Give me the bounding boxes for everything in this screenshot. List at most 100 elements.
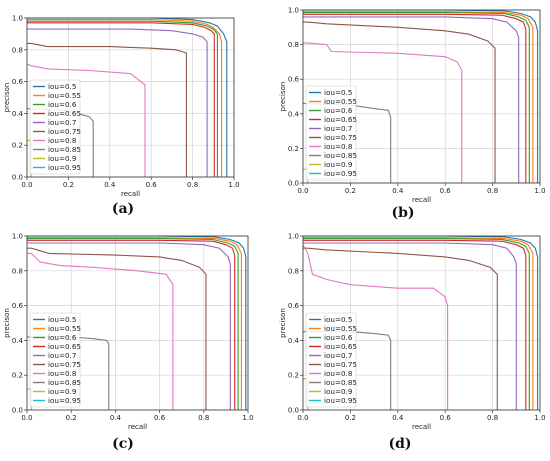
legend-entry: iou=0.8: [48, 369, 77, 378]
y-tick-label: 1.0: [12, 233, 23, 241]
y-tick-label: 0.6: [12, 78, 24, 86]
series-line-iou-0-75: [303, 247, 498, 410]
legend-entry: iou=0.75: [324, 360, 357, 369]
series-line-iou-0-7: [27, 28, 208, 177]
series-line-iou-0-75: [27, 42, 187, 177]
x-tick-label: 0.0: [297, 187, 308, 195]
legend-entry: iou=0.95: [48, 163, 81, 172]
x-tick-label: 0.6: [154, 414, 166, 422]
legend-entry: iou=0.95: [324, 396, 357, 405]
y-axis-label: precison: [3, 83, 11, 113]
panel-a: 0.0 0.2 0.4 0.6 0.8 1.0 0.0 0.2 0.4 0.6 0.8 1.0 reca…: [3, 15, 240, 218]
y-tick-label: 0.0: [12, 174, 23, 182]
series-line-iou-0-7: [303, 242, 517, 410]
legend-entry: iou=0.6: [324, 106, 353, 115]
legend-entry: iou=0.5: [48, 315, 76, 324]
y-axis-label: precison: [3, 308, 11, 338]
legend-entry: iou=0.95: [324, 169, 357, 178]
panel-caption: (d): [388, 436, 411, 452]
series-line-iou-0-75: [303, 21, 496, 183]
legend-entry: iou=0.65: [324, 115, 357, 124]
x-tick-label: 0.4: [392, 187, 404, 195]
y-tick-label: 0.4: [12, 110, 24, 118]
y-tick-label: 0.8: [288, 267, 299, 275]
x-axis-label: recall: [412, 423, 431, 431]
legend-entry: iou=0.6: [48, 333, 77, 342]
y-tick-label: 0.0: [12, 407, 23, 415]
y-tick-label: 1.0: [288, 7, 299, 15]
y-tick-label: 0.4: [288, 337, 300, 345]
legend-entry: iou=0.85: [48, 145, 81, 154]
x-tick-label: 0.0: [21, 181, 32, 189]
series-line-iou-0-7: [303, 16, 520, 183]
panel-b: 0.0 0.2 0.4 0.6 0.8 1.0 0.0 0.2 0.4 0.6 0.8 1.0 reca…: [279, 7, 546, 222]
panel-c: 0.0 0.2 0.4 0.6 0.8 1.0 0.0 0.2 0.4 0.6 0.8 1.0 reca…: [3, 233, 254, 453]
y-tick-label: 0.0: [288, 407, 299, 415]
x-tick-label: 0.2: [63, 181, 74, 189]
series-line-iou-0-55: [27, 19, 223, 177]
legend-entry: iou=0.55: [48, 91, 81, 100]
legend-entry: iou=0.5: [324, 88, 352, 97]
y-tick-label: 1.0: [288, 233, 299, 241]
legend-entry: iou=0.7: [324, 351, 352, 360]
y-axis-label: precison: [279, 82, 287, 112]
y-tick-label: 0.8: [288, 41, 299, 49]
legend-entry: iou=0.65: [324, 342, 357, 351]
y-tick-label: 0.8: [12, 267, 23, 275]
legend-entry: iou=0.55: [324, 97, 357, 106]
panel-d: 0.0 0.2 0.4 0.6 0.8 1.0 0.0 0.2 0.4 0.6 0.8 1.0 reca…: [279, 233, 546, 453]
legend-entry: iou=0.7: [48, 118, 76, 127]
legend-entry: iou=0.85: [324, 378, 357, 387]
legend-entry: iou=0.8: [48, 136, 77, 145]
series-line-iou-0-6: [303, 12, 530, 183]
y-tick-label: 0.6: [288, 302, 300, 310]
legend-entry: iou=0.9: [324, 387, 353, 396]
y-tick-label: 0.2: [288, 145, 299, 153]
y-tick-label: 0.2: [288, 372, 299, 380]
x-axis-label: recall: [412, 196, 431, 204]
legend-entry: iou=0.95: [48, 396, 81, 405]
x-tick-label: 0.8: [187, 181, 198, 189]
y-tick-label: 0.2: [12, 142, 23, 150]
legend-entry: iou=0.85: [324, 151, 357, 160]
legend-entry: iou=0.65: [48, 109, 81, 118]
y-tick-label: 0.4: [12, 337, 24, 345]
x-tick-label: 0.2: [345, 414, 356, 422]
series-line-iou-0-8: [303, 42, 463, 183]
series-line-iou-0-55: [303, 237, 534, 410]
x-tick-label: 0.8: [198, 414, 209, 422]
x-tick-label: 0.4: [104, 181, 116, 189]
panel-caption: (c): [112, 436, 134, 452]
legend-entry: iou=0.55: [324, 324, 357, 333]
plot-frame: [302, 235, 541, 411]
series-line-iou-0-8: [27, 252, 174, 410]
plot-frame: [26, 17, 235, 178]
plot-frame: [302, 9, 541, 184]
legend-entry: iou=0.9: [48, 154, 77, 163]
y-tick-label: 0.6: [12, 302, 24, 310]
x-axis-label: recall: [121, 190, 140, 198]
x-tick-label: 0.6: [146, 181, 158, 189]
x-tick-label: 0.4: [110, 414, 122, 422]
series-line-iou-0-6: [303, 238, 530, 410]
legend-entry: iou=0.5: [48, 82, 76, 91]
legend-entry: iou=0.9: [48, 387, 77, 396]
x-tick-label: 0.0: [297, 414, 308, 422]
legend-entry: iou=0.55: [48, 324, 81, 333]
y-tick-label: 1.0: [12, 15, 23, 23]
legend-entry: iou=0.8: [324, 142, 353, 151]
series-line-iou-0-65: [303, 13, 527, 183]
legend-entry: iou=0.9: [324, 160, 353, 169]
legend-box: [305, 85, 357, 181]
series-line-iou-0-55: [27, 237, 242, 410]
series-line-iou-0-6: [27, 20, 218, 177]
x-tick-label: 0.2: [345, 187, 356, 195]
legend-entry: iou=0.75: [48, 127, 81, 136]
y-axis-label: precison: [279, 308, 287, 338]
y-tick-label: 0.4: [288, 110, 300, 118]
series-line-iou-0-65: [303, 239, 527, 410]
series-line-iou-0-65: [27, 239, 236, 410]
x-tick-label: 0.6: [440, 414, 452, 422]
x-tick-label: 0.2: [66, 414, 77, 422]
